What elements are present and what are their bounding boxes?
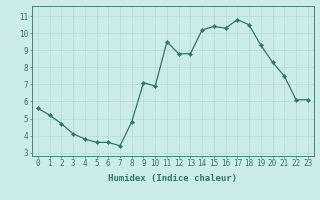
X-axis label: Humidex (Indice chaleur): Humidex (Indice chaleur) [108,174,237,183]
